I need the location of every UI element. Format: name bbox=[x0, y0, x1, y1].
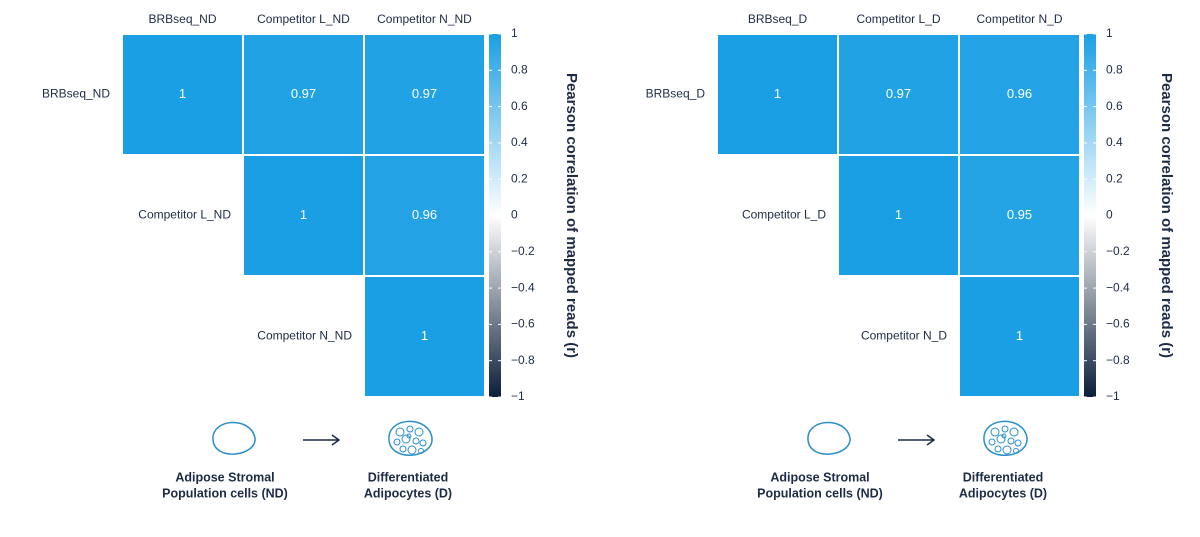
colorbar-tick-label: 0 bbox=[511, 208, 518, 222]
colorbar-tick-label: −0.4 bbox=[511, 280, 535, 294]
colorbar-tick-label: −0.8 bbox=[1106, 353, 1130, 367]
colorbar-tick-label: −0.6 bbox=[1106, 317, 1130, 331]
colorbar-tick-label: 1 bbox=[1106, 26, 1113, 40]
column-label: Competitor L_D bbox=[856, 12, 940, 26]
heatmap-cell bbox=[716, 33, 839, 156]
heatmap-cell bbox=[121, 33, 244, 156]
droplet bbox=[1002, 445, 1012, 455]
colorbar bbox=[489, 34, 501, 397]
caption: Adipose Stromal bbox=[175, 470, 274, 484]
cell-value: 0.95 bbox=[1007, 207, 1032, 222]
cell-value: 0.96 bbox=[412, 207, 437, 222]
row-label: Competitor L_ND bbox=[138, 208, 231, 222]
cell-icon bbox=[212, 421, 256, 455]
colorbar-tick-label: 0.2 bbox=[511, 171, 528, 185]
row-label: Competitor N_D bbox=[861, 329, 947, 343]
cell-value: 0.97 bbox=[412, 86, 437, 101]
droplet bbox=[1007, 437, 1015, 445]
droplet bbox=[1013, 448, 1019, 454]
heatmap-cell bbox=[958, 33, 1081, 156]
cell-value: 1 bbox=[300, 207, 307, 222]
heatmap-cell bbox=[958, 154, 1081, 277]
colorbar-tick-label: 0 bbox=[1106, 208, 1113, 222]
droplet bbox=[406, 433, 412, 439]
colorbar bbox=[1084, 34, 1096, 397]
arrow bbox=[898, 434, 936, 446]
column-label: BRBseq_D bbox=[748, 12, 808, 26]
cell-value: 1 bbox=[179, 86, 186, 101]
column-label: Competitor L_ND bbox=[257, 12, 350, 26]
cell-value: 0.96 bbox=[1007, 86, 1032, 101]
adipocyte-icon bbox=[983, 420, 1028, 456]
droplet bbox=[419, 439, 427, 447]
droplet bbox=[412, 437, 420, 445]
caption: Differentiated bbox=[963, 470, 1044, 484]
caption: Differentiated bbox=[368, 470, 449, 484]
cell-icon bbox=[807, 421, 851, 455]
cell-value: 0.97 bbox=[291, 86, 316, 101]
colorbar-tick-label: −0.4 bbox=[1106, 280, 1130, 294]
column-label: BRBseq_ND bbox=[148, 12, 216, 26]
colorbar-tick-label: −1 bbox=[1106, 389, 1120, 403]
row-label: BRBseq_ND bbox=[42, 87, 110, 101]
caption: Population cells (ND) bbox=[162, 486, 288, 500]
droplet bbox=[990, 427, 1000, 437]
column-label: Competitor N_ND bbox=[377, 12, 472, 26]
heatmap-cell bbox=[958, 275, 1081, 398]
droplet bbox=[401, 434, 411, 444]
droplet bbox=[1014, 439, 1022, 447]
colorbar-tick-label: −0.6 bbox=[511, 317, 535, 331]
heatmap-cell bbox=[837, 154, 960, 277]
droplet bbox=[1001, 425, 1009, 433]
colorbar-label: Pearson correlation of mapped reads (r) bbox=[563, 73, 580, 358]
arrow bbox=[303, 434, 341, 446]
droplet bbox=[988, 438, 996, 446]
caption: Adipocytes (D) bbox=[364, 486, 452, 500]
droplet bbox=[994, 445, 1002, 453]
droplet bbox=[414, 427, 424, 437]
colorbar-tick-label: −1 bbox=[511, 389, 525, 403]
cell-value: 0.97 bbox=[886, 86, 911, 101]
droplet bbox=[393, 438, 401, 446]
heatmap-cell bbox=[837, 33, 960, 156]
colorbar-tick-label: −0.8 bbox=[511, 353, 535, 367]
droplet bbox=[996, 434, 1006, 444]
row-label: Competitor L_D bbox=[742, 208, 826, 222]
heatmap-cell bbox=[363, 33, 486, 156]
colorbar-tick-label: 0.6 bbox=[1106, 99, 1123, 113]
droplet bbox=[407, 445, 417, 455]
colorbar-label: Pearson correlation of mapped reads (r) bbox=[1158, 73, 1175, 358]
droplet bbox=[395, 427, 405, 437]
cell-value: 1 bbox=[1016, 328, 1023, 343]
colorbar-tick-label: −0.2 bbox=[511, 244, 535, 258]
row-label: BRBseq_D bbox=[646, 87, 706, 101]
colorbar-tick-label: 0.6 bbox=[511, 99, 528, 113]
droplet bbox=[418, 448, 424, 454]
cell-value: 1 bbox=[421, 328, 428, 343]
caption: Population cells (ND) bbox=[757, 486, 883, 500]
droplet bbox=[399, 445, 407, 453]
heatmap-cell bbox=[363, 275, 486, 398]
colorbar-tick-label: 0.4 bbox=[1106, 135, 1123, 149]
cell-value: 1 bbox=[774, 86, 781, 101]
cell-value: 1 bbox=[895, 207, 902, 222]
colorbar-tick-label: 0.2 bbox=[1106, 171, 1123, 185]
row-label: Competitor N_ND bbox=[257, 329, 352, 343]
droplet bbox=[1009, 427, 1019, 437]
column-label: Competitor N_D bbox=[976, 12, 1062, 26]
caption: Adipose Stromal bbox=[770, 470, 869, 484]
adipocyte-icon bbox=[388, 420, 433, 456]
droplet bbox=[1001, 433, 1007, 439]
colorbar-tick-label: 0.4 bbox=[511, 135, 528, 149]
colorbar-tick-label: 1 bbox=[511, 26, 518, 40]
caption: Adipocytes (D) bbox=[959, 486, 1047, 500]
colorbar-tick-label: −0.2 bbox=[1106, 244, 1130, 258]
droplet bbox=[406, 425, 414, 433]
colorbar-tick-label: 0.8 bbox=[511, 62, 528, 76]
colorbar-tick-label: 0.8 bbox=[1106, 62, 1123, 76]
heatmap-cell bbox=[242, 33, 365, 156]
